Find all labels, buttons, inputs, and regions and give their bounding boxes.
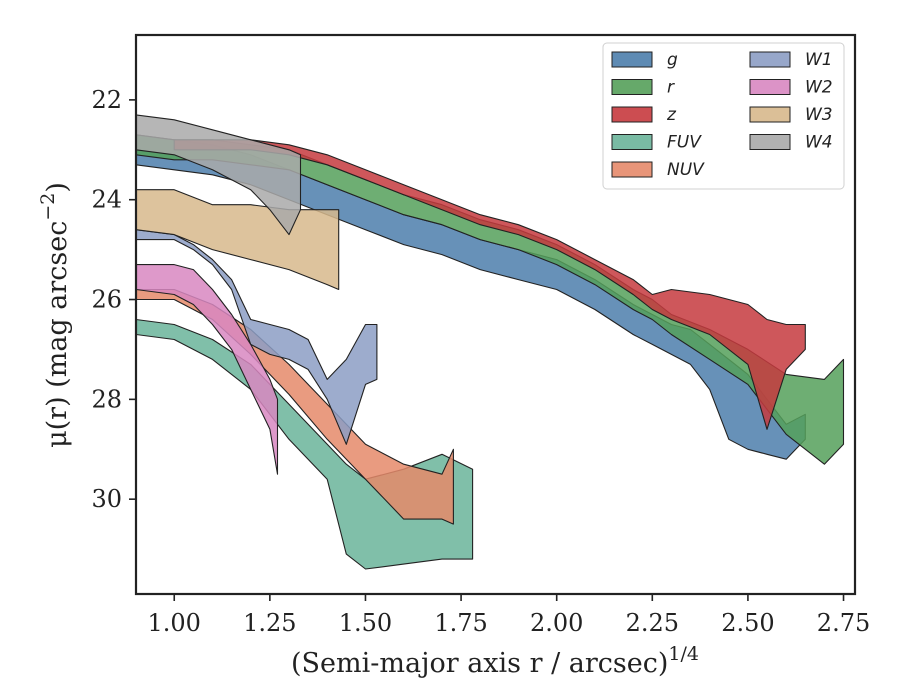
legend-swatch [749,79,791,95]
legend-swatch [749,51,791,68]
legend-swatch [611,161,653,178]
legend-label: W2 [805,78,833,98]
x-tick-label: 1.50 [339,609,392,637]
legend-item-w3: W3 [749,105,833,125]
y-tick-label: 24 [91,186,122,214]
legend-item-w4: W4 [749,133,833,153]
legend-swatch [611,79,653,95]
x-tick-label: 1.00 [148,609,201,637]
y-axis-ticks: 22 24 26 28 30 [91,86,136,513]
legend-item-nuv: NUV [611,160,705,180]
y-tick-label: 22 [91,86,122,114]
legend-label: r [667,78,675,98]
legend-label: z [666,105,677,125]
legend-item-w2: W2 [749,78,833,98]
legend-swatch [611,51,653,68]
legend-label: W3 [805,105,833,125]
plot-frame [134,33,857,596]
band-w4 [136,114,302,236]
band-z [173,139,806,430]
x-tick-label: 1.75 [434,609,487,637]
x-tick-label: 2.25 [626,609,679,637]
legend-label: NUV [667,160,705,180]
x-axis-ticks: 1.00 1.25 1.50 1.75 2.00 2.25 2.50 2.75 [148,594,870,637]
x-tick-label: 2.00 [530,609,583,637]
legend-item-fuv: FUV [611,133,702,153]
legend-item-z: z [611,105,677,125]
x-tick-label: 1.25 [243,609,296,637]
x-axis-label: (Semi-major axis r / arcsec)1/4 [291,643,699,679]
legend-label: g [667,50,678,70]
legend-item-r: r [611,78,675,98]
band-w1 [136,229,378,445]
legend-swatch [611,106,653,123]
legend-swatch [749,134,791,150]
legend-label: W1 [805,50,833,70]
band-fuv [136,318,474,570]
legend: grz FUV NUV W1 W2 W3 W4 [602,42,845,190]
x-tick-label: 2.50 [721,609,774,637]
legend-label: FUV [667,133,702,153]
legend-swatch [749,106,791,123]
y-tick-label: 30 [91,485,122,513]
y-tick-label: 26 [91,286,122,314]
legend-label: W4 [805,133,833,153]
x-tick-label: 2.75 [817,609,870,637]
band-nuv [136,288,454,525]
legend-item-g: g [611,50,678,70]
y-tick-label: 28 [91,385,122,413]
y-axis-label: μ(r) (mag arcsec−2) [37,182,73,448]
band-w2 [136,264,279,475]
profile-bands [136,114,845,570]
legend-swatch [611,134,653,150]
legend-item-w1: W1 [749,50,833,70]
